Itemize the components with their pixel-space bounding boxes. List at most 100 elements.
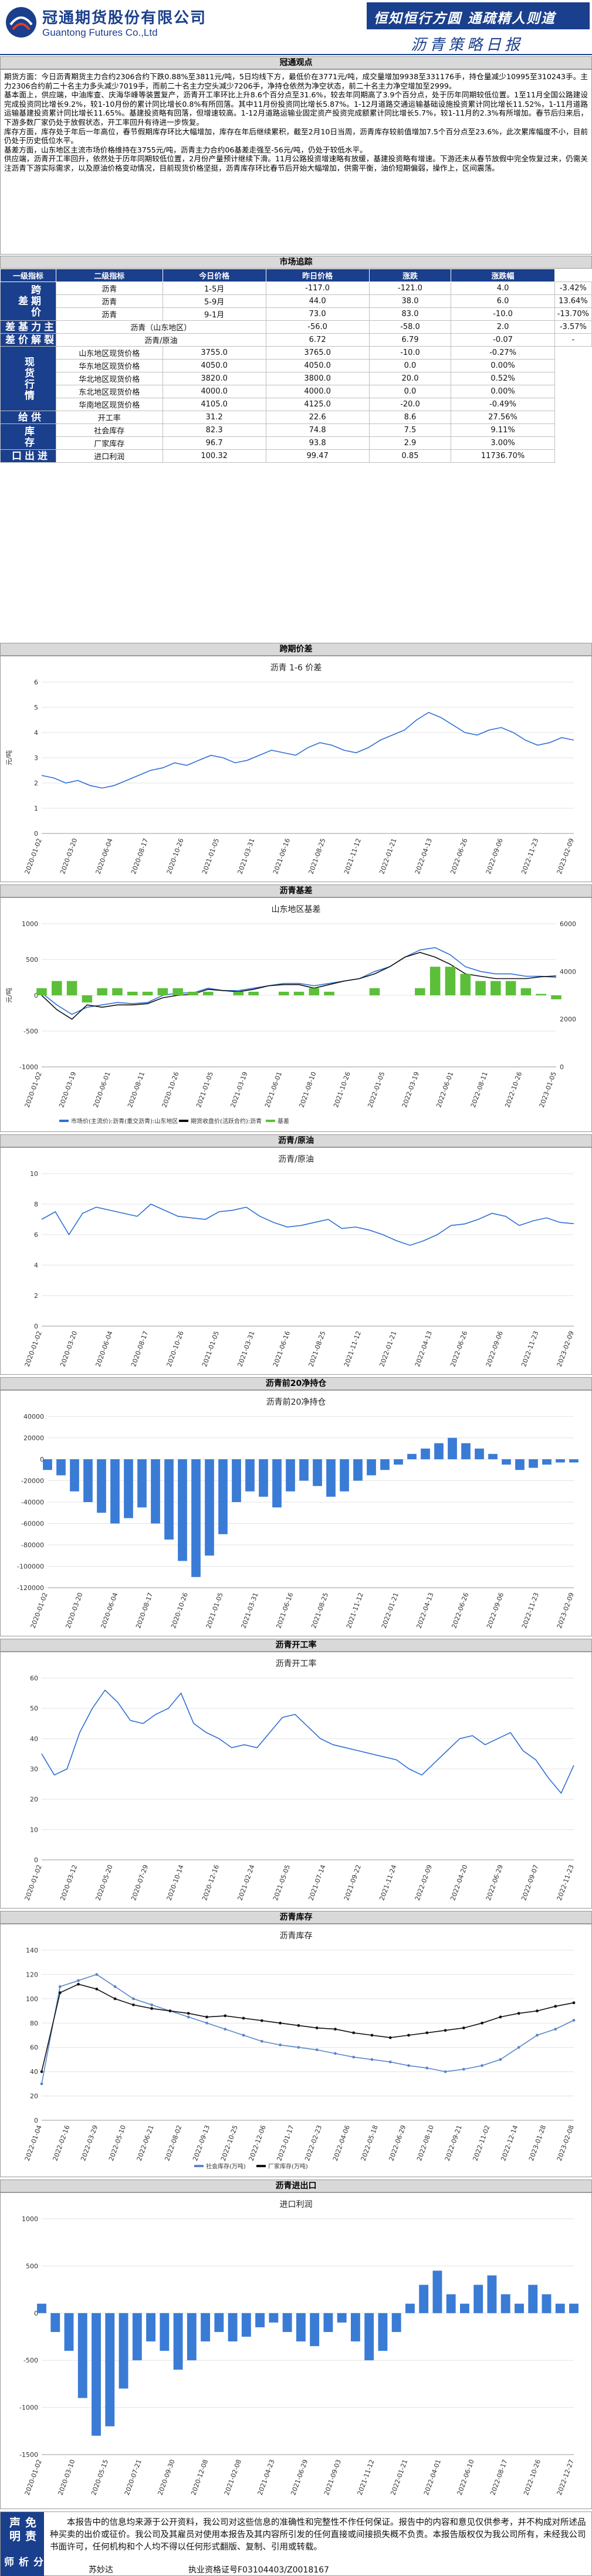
x-tick-label: 2022-10-26 [522,2459,542,2497]
net-position-chart-svg: 沥青前20净持仓 -120000 -100000 -80000 -60000 -40000… [17,1397,579,1630]
y-tick-label: 30 [30,1765,38,1773]
bar [64,2313,74,2351]
market-table: 一级指标 二级指标 今日价格 昨日价格 涨跌 涨跌幅 跨期价差 沥青 1-5月 -11… [0,269,592,463]
bar [394,1459,403,1465]
bar [228,2313,238,2342]
market-row: 华北地区现货价格 3820.0 3800.0 20.0 0.52% [1,372,592,385]
x-tick-label: 2020-10-14 [165,1864,185,1902]
point [40,2082,43,2086]
x-tick-label: 2020-06-01 [92,1071,112,1109]
x-tick-label: 2021-09-22 [343,1864,363,1902]
x-tick-label: 2022-04-13 [415,1592,435,1630]
bar [551,995,561,999]
ratio-section-title: 沥青/原油 [0,1134,592,1147]
x-tick-label: 2022-08-10 [415,2124,435,2163]
x-tick-label: 2022-11-23 [556,1864,576,1902]
bar [37,2303,46,2313]
x-tick-label: 2021-06-01 [263,1071,283,1109]
x-tick-label: 2020-12-08 [190,2459,209,2497]
x-tick-label: 2022-02-16 [51,2124,71,2163]
market-group-label: 裂解价差 [0,333,56,347]
x-tick-label: 2022-03-19 [401,1071,421,1109]
point [113,1997,117,2001]
bar [380,1459,390,1470]
viewpoint-paragraph: 供应端，沥青开工率回升，依然处于历年同期较低位置，2月份产量预计继续下滑。11月… [4,154,588,172]
import-chart: 进口利润 -1500 -1000 -500 0 500 1000 2020-01-02 2020… [0,2192,592,2509]
x-tick-label: 2020-03-12 [59,1864,79,1902]
report-header: 冠通期货股份有限公司 Guantong Futures Co.,Ltd 恒知恒行… [0,0,592,55]
bar [326,1459,336,1497]
y-tick-label: 2 [34,779,38,787]
bar [369,988,380,995]
bar [164,1459,174,1540]
x-tick-label: 2020-05-20 [94,1864,114,1902]
bar [536,994,546,995]
import-chart-svg: 进口利润 -1500 -1000 -500 0 500 1000 2020-01-02 2020… [19,2200,579,2497]
market-row: 沥青 9-1月 73.0 83.0 -10.0 -13.70% [1,307,592,321]
x-tick-label: 2022-06-01 [435,1071,455,1109]
x-tick-label: 2022-11-23 [520,1592,540,1630]
market-cell: -3.57% [554,320,592,334]
bar [214,2313,224,2332]
x-tick-label: 2021-09-03 [323,2459,343,2497]
market-cell: -13.70% [554,307,592,321]
legend-label: 期货收盘价(活跃合约):沥青 [191,1117,262,1125]
market-cell: 4125.0 [265,398,370,411]
x-tick-label: 2022-12-14 [499,2124,519,2163]
bar [178,1459,187,1561]
y-tick-label: 0 [40,1456,44,1463]
x-tick-label: 2022-04-13 [414,838,434,876]
market-cell: 82.3 [162,423,266,437]
chart-title: 山东地区基差 [272,904,321,914]
market-table-body: 跨期价差 沥青 1-5月 -117.0 -121.0 4.0 -3.42% 沥青 5-9月 44.… [0,282,592,463]
x-tick-label: 2021-11-12 [343,838,363,876]
viewpoint-paragraph: 库存方面，库存处于年后一年高位，春节假期库存环比大幅增加，库存在年后继续累积，截… [4,127,588,145]
point [260,2039,263,2043]
bar [528,2284,538,2313]
point [242,2033,245,2037]
col-header: 一级指标 [0,269,56,282]
y-tick-label: 1 [34,805,38,812]
bar [272,1459,282,1508]
market-cell: 20.0 [368,372,452,385]
point [370,2033,374,2037]
point [444,2070,447,2073]
point [187,2012,190,2015]
market-cell: 4050.0 [162,359,266,372]
bar [132,2313,142,2361]
point [481,2064,484,2067]
market-cell: 沥青 [56,282,163,295]
point [77,1979,80,1982]
x-tick-label: 2021-01-05 [201,838,221,876]
col-header: 涨跌 [368,269,452,282]
net-position-chart: 沥青前20净持仓 -120000 -100000 -80000 -60000 -40000… [0,1390,592,1636]
market-cell: 27.56% [451,411,555,424]
bar [259,1459,268,1497]
point [388,2036,392,2039]
company-logo-icon [6,7,36,38]
market-row: 进出口 进口利润 100.32 99.47 0.85 11736.70% [0,449,592,463]
legend-swatch [194,2165,204,2167]
market-cell: 11736.70% [451,449,555,463]
point [536,2033,539,2037]
x-tick-label: 2021-04-23 [256,2459,276,2497]
series-line [41,947,557,1015]
x-tick-label: 2020-10-26 [170,1592,190,1630]
bar [127,991,138,995]
bar [309,988,320,995]
x-tick-label: 2020-05-15 [90,2459,110,2497]
market-cell: 8.6 [368,411,452,424]
point [150,2007,154,2010]
x-tick-label: 2021-08-10 [297,1071,317,1109]
x-tick-label: 2022-08-02 [163,2124,183,2163]
header-divider [0,54,592,55]
x-tick-label: 2022-08-17 [489,2459,509,2497]
x-tick-label: 2022-01-05 [366,1071,386,1109]
point [279,2043,282,2046]
point [407,2064,410,2067]
chart-title: 进口利润 [280,2200,313,2209]
market-title: 市场追踪 [0,256,592,269]
x-tick-label: 2021-01-05 [205,1592,225,1630]
x-tick-label: 2022-04-06 [331,2124,351,2163]
x-tick-label: 2022-09-06 [485,1592,505,1630]
